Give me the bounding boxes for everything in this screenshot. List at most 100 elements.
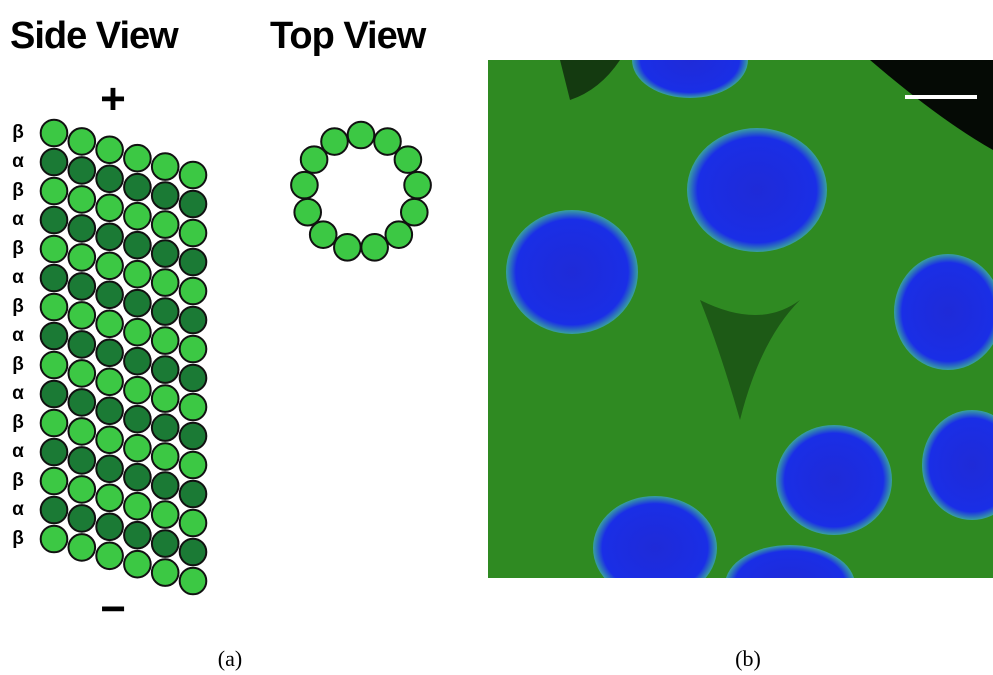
- tubulin-subunit: [69, 505, 96, 532]
- tubulin-subunit: [69, 157, 96, 184]
- figure: Side View Top View + − (a) (b) βαβαβα: [0, 0, 993, 675]
- tubulin-subunit: [152, 211, 179, 238]
- tubulin-subunit: [69, 389, 96, 416]
- tubulin-subunit: [152, 443, 179, 470]
- ring-subunit: [385, 221, 412, 248]
- tubulin-subunit: [96, 166, 123, 193]
- subunit-label: α: [12, 325, 24, 346]
- tubulin-subunit: [124, 232, 151, 259]
- subunit-label: α: [12, 383, 24, 404]
- tubulin-subunit: [180, 481, 207, 508]
- tubulin-subunit: [41, 352, 68, 379]
- tubulin-subunit: [152, 182, 179, 209]
- tubulin-subunit: [96, 224, 123, 251]
- tubulin-subunit: [124, 522, 151, 549]
- tubulin-subunit: [96, 137, 123, 164]
- tubulin-subunit: [180, 539, 207, 566]
- tubulin-subunit: [41, 439, 68, 466]
- subunit-label: α: [12, 441, 24, 462]
- micrograph: [488, 22, 993, 625]
- tubulin-subunit: [69, 476, 96, 503]
- tubulin-subunit: [124, 174, 151, 201]
- tubulin-subunit: [152, 414, 179, 441]
- tubulin-subunit: [152, 327, 179, 354]
- tubulin-subunit: [180, 452, 207, 479]
- tubulin-subunit: [124, 261, 151, 288]
- tubulin-subunit: [69, 331, 96, 358]
- tubulin-subunit: [69, 128, 96, 155]
- tubulin-subunit: [180, 278, 207, 305]
- tubulin-subunit: [69, 186, 96, 213]
- subunit-label: α: [12, 151, 24, 172]
- tubulin-subunit: [152, 298, 179, 325]
- tubulin-subunit: [152, 501, 179, 528]
- tubulin-subunit: [152, 240, 179, 267]
- tubulin-subunit: [69, 273, 96, 300]
- tubulin-subunit: [96, 252, 123, 279]
- tubulin-subunit: [69, 418, 96, 445]
- tubulin-subunit: [96, 369, 123, 396]
- tubulin-subunit: [41, 294, 68, 321]
- tubulin-subunit: [96, 398, 123, 425]
- ring-subunit: [361, 234, 388, 261]
- ring-subunit: [291, 172, 318, 199]
- tubulin-subunit: [180, 307, 207, 334]
- tubulin-subunit: [124, 493, 151, 520]
- tubulin-subunit: [69, 244, 96, 271]
- tubulin-subunit: [124, 464, 151, 491]
- tubulin-subunit: [124, 348, 151, 375]
- tubulin-subunit: [124, 319, 151, 346]
- subunit-label: β: [12, 122, 24, 143]
- tubulin-subunit: [152, 356, 179, 383]
- subunit-label: α: [12, 267, 24, 288]
- tubulin-subunit: [180, 423, 207, 450]
- tubulin-subunit: [41, 410, 68, 437]
- ring-subunit: [395, 146, 422, 173]
- tubulin-subunit: [124, 406, 151, 433]
- tubulin-subunit: [96, 311, 123, 338]
- ring-subunit: [321, 128, 348, 155]
- ring-subunit: [294, 199, 321, 226]
- tubulin-subunit: [124, 551, 151, 578]
- tubulin-subunit: [41, 468, 68, 495]
- ring: [291, 122, 431, 261]
- tubulin-subunit: [69, 360, 96, 387]
- tubulin-subunit: [41, 149, 68, 176]
- subunit-label: α: [12, 209, 24, 230]
- tubulin-subunit: [180, 394, 207, 421]
- tubulin-subunit: [180, 191, 207, 218]
- tubulin-subunit: [41, 207, 68, 234]
- tubulin-subunit: [69, 302, 96, 329]
- tubulin-subunit: [96, 456, 123, 483]
- tubulin-subunit: [96, 543, 123, 570]
- subunit-label: α: [12, 499, 24, 520]
- tubulin-subunit: [41, 178, 68, 205]
- ring-subunit: [401, 199, 428, 226]
- tubulin-subunit: [69, 215, 96, 242]
- subunit-label: β: [12, 354, 24, 375]
- tubulin-subunit: [124, 377, 151, 404]
- tubulin-subunit: [41, 526, 68, 553]
- subunit-label: β: [12, 180, 24, 201]
- minus-end: −: [100, 585, 126, 634]
- top-view-title: Top View: [270, 15, 427, 57]
- tubulin-subunit: [96, 340, 123, 367]
- tubulin-subunit: [69, 447, 96, 474]
- tubulin-subunit: [180, 365, 207, 392]
- tubulin-subunit: [124, 435, 151, 462]
- tubulin-subunit: [180, 510, 207, 537]
- ring-subunit: [404, 172, 431, 199]
- tubulin-subunit: [96, 514, 123, 541]
- tubulin-subunit: [152, 530, 179, 557]
- side-view-title: Side View: [10, 15, 179, 57]
- tubulin-subunit: [96, 485, 123, 512]
- tubulin-subunit: [180, 162, 207, 189]
- subunit-label: β: [12, 238, 24, 259]
- caption-b: (b): [735, 646, 761, 671]
- subunit-label: β: [12, 412, 24, 433]
- plus-end: +: [100, 75, 126, 124]
- subunit-label: β: [12, 528, 24, 549]
- tubulin-subunit: [96, 282, 123, 309]
- tubulin-subunit: [152, 559, 179, 586]
- subunit-label: β: [12, 296, 24, 317]
